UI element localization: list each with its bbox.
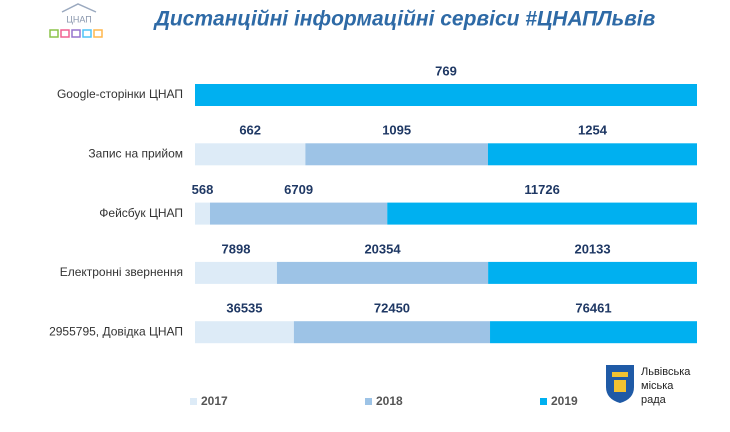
cnap-logo: ЦНАП [49,3,103,38]
legend-swatch [365,398,372,405]
city-logo: Львівська міська рада [606,365,691,406]
bar-segment [210,202,388,225]
data-label: 76461 [575,301,611,316]
legend-swatch [540,398,547,405]
data-label: 662 [239,123,261,138]
data-label: 72450 [374,301,410,316]
legend-label: 2017 [201,394,228,408]
data-label: 1095 [382,123,411,138]
bar-segment [276,261,489,284]
data-label: 568 [192,182,214,197]
data-label: 7898 [222,241,251,256]
legend-label: 2018 [376,394,403,408]
bar-segment [195,202,211,225]
data-label: 769 [435,63,457,78]
legend-swatch [190,398,197,405]
category-label: Google-сторінки ЦНАП [57,87,183,101]
bar-segment [487,143,697,166]
bar-segment [195,143,306,166]
city-logo-text: Львівська [641,366,691,378]
bar-segment [488,261,697,284]
logo-square [60,29,70,38]
logo-text: ЦНАП [66,14,92,24]
data-label: 20354 [364,241,401,256]
city-logo-text: міська [641,380,674,392]
data-label: 1254 [578,123,608,138]
bar-segment [305,143,488,166]
bar-segment [293,321,491,344]
coat-of-arms-detail [612,372,628,392]
data-label: 11726 [524,182,559,197]
bar-segment [387,202,697,225]
city-logo-text: рада [641,394,667,406]
data-label: 36535 [226,301,262,316]
bar-segment [195,321,294,344]
bar-segment [195,84,697,106]
logo-roof [61,3,97,13]
category-label: Фейсбук ЦНАП [99,206,183,220]
logo-square [71,29,81,38]
category-label: Електронні звернення [60,265,183,279]
data-label: 20133 [574,241,610,256]
data-label: 6709 [284,182,313,197]
legend-label: 2019 [551,394,578,408]
bar-segment [195,261,277,284]
logo-square [49,29,59,38]
logo-square [82,29,92,38]
category-label: 2955795, Довідка ЦНАП [49,324,183,338]
category-label: Запис на прийом [88,146,183,160]
logo-square [93,29,103,38]
chart-title: Дистанційні інформаційні сервіси #ЦНАПЛь… [153,8,656,31]
bar-segment [490,321,697,344]
